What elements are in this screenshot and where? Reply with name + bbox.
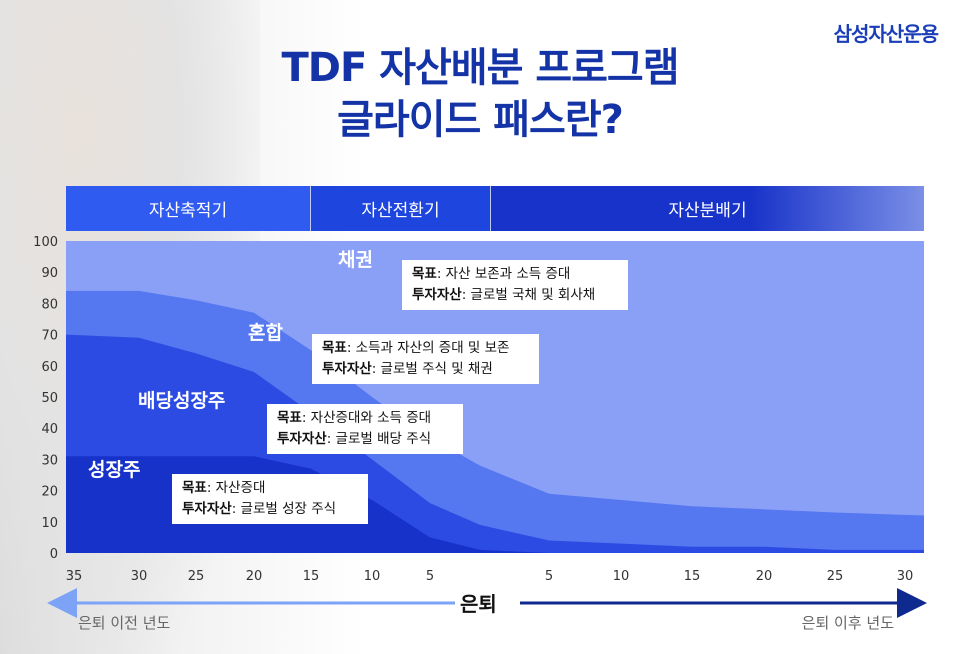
y-tick-label: 10 bbox=[41, 516, 58, 531]
y-tick-label: 90 bbox=[41, 266, 58, 281]
x-tick-label: 30 bbox=[897, 569, 914, 584]
callout-bond: 목표: 자산 보존과 소득 증대 투자자산: 글로벌 국채 및 회사채 bbox=[402, 260, 628, 310]
post-retirement-label: 은퇴 이후 년도 bbox=[801, 614, 894, 632]
title-line-2: 글라이드 패스란? bbox=[337, 97, 624, 143]
x-tick-label: 30 bbox=[131, 569, 148, 584]
x-tick-label: 20 bbox=[756, 569, 773, 584]
x-tick-label: 25 bbox=[827, 569, 844, 584]
callout-dividend-asset-label: 투자자산 bbox=[277, 431, 327, 447]
y-tick-label: 30 bbox=[41, 453, 58, 468]
pre-retirement-label: 은퇴 이전 년도 bbox=[78, 614, 171, 632]
retirement-label: 은퇴 bbox=[460, 592, 497, 616]
page-title: TDF 자산배분 프로그램 글라이드 패스란? bbox=[0, 42, 960, 146]
callout-mixed: 목표: 소득과 자산의 증대 및 보존 투자자산: 글로벌 주식 및 채권 bbox=[312, 334, 539, 384]
callout-mixed-asset-label: 투자자산 bbox=[322, 361, 372, 377]
callout-mixed-goal-label: 목표 bbox=[322, 340, 347, 356]
x-tick-label: 25 bbox=[188, 569, 205, 584]
title-line-1: TDF 자산배분 프로그램 bbox=[281, 45, 679, 91]
y-tick-label: 60 bbox=[41, 360, 58, 375]
series-label: 성장주 bbox=[88, 459, 140, 481]
callout-growth-asset-label: 투자자산 bbox=[182, 501, 232, 517]
x-tick-label: 15 bbox=[303, 569, 320, 584]
y-tick-label: 0 bbox=[50, 547, 58, 562]
phase-accumulation: 자산축적기 bbox=[66, 186, 311, 231]
phase-bar: 자산축적기 자산전환기 자산분배기 bbox=[66, 186, 924, 231]
callout-bond-goal-label: 목표 bbox=[412, 266, 437, 282]
series-label: 채권 bbox=[338, 249, 373, 271]
x-tick-label: 20 bbox=[246, 569, 263, 584]
callout-growth: 목표: 자산증대 투자자산: 글로벌 성장 주식 bbox=[172, 474, 368, 524]
callout-growth-goal: : 자산증대 bbox=[206, 480, 266, 496]
brand-logo: 삼성자산운용 bbox=[833, 22, 939, 46]
callout-dividend-asset: : 글로벌 배당 주식 bbox=[326, 431, 432, 447]
callout-mixed-asset: : 글로벌 주식 및 채권 bbox=[371, 361, 493, 377]
x-tick-label: 5 bbox=[545, 569, 553, 584]
x-tick-label: 10 bbox=[364, 569, 381, 584]
x-tick-label: 15 bbox=[684, 569, 701, 584]
x-tick-label: 5 bbox=[426, 569, 434, 584]
phase-distribution: 자산분배기 bbox=[491, 186, 924, 231]
callout-growth-goal-label: 목표 bbox=[182, 480, 207, 496]
phase-transition: 자산전환기 bbox=[311, 186, 491, 231]
callout-growth-asset: : 글로벌 성장 주식 bbox=[231, 501, 337, 517]
callout-bond-goal: : 자산 보존과 소득 증대 bbox=[436, 266, 571, 282]
y-tick-label: 20 bbox=[41, 485, 58, 500]
callout-mixed-goal: : 소득과 자산의 증대 및 보존 bbox=[346, 340, 510, 356]
callout-bond-asset-label: 투자자산 bbox=[412, 287, 462, 303]
y-tick-label: 80 bbox=[41, 297, 58, 312]
y-tick-label: 50 bbox=[41, 391, 58, 406]
y-tick-label: 100 bbox=[33, 235, 58, 250]
y-tick-label: 70 bbox=[41, 329, 58, 344]
callout-dividend-goal-label: 목표 bbox=[277, 410, 302, 426]
callout-bond-asset: : 글로벌 국채 및 회사채 bbox=[461, 287, 596, 303]
x-tick-label: 10 bbox=[613, 569, 630, 584]
callout-dividend: 목표: 자산증대와 소득 증대 투자자산: 글로벌 배당 주식 bbox=[267, 404, 463, 454]
callout-dividend-goal: : 자산증대와 소득 증대 bbox=[301, 410, 432, 426]
x-tick-label: 35 bbox=[66, 569, 83, 584]
series-label: 배당성장주 bbox=[138, 390, 225, 412]
series-label: 혼합 bbox=[248, 321, 283, 344]
y-tick-label: 40 bbox=[41, 422, 58, 437]
